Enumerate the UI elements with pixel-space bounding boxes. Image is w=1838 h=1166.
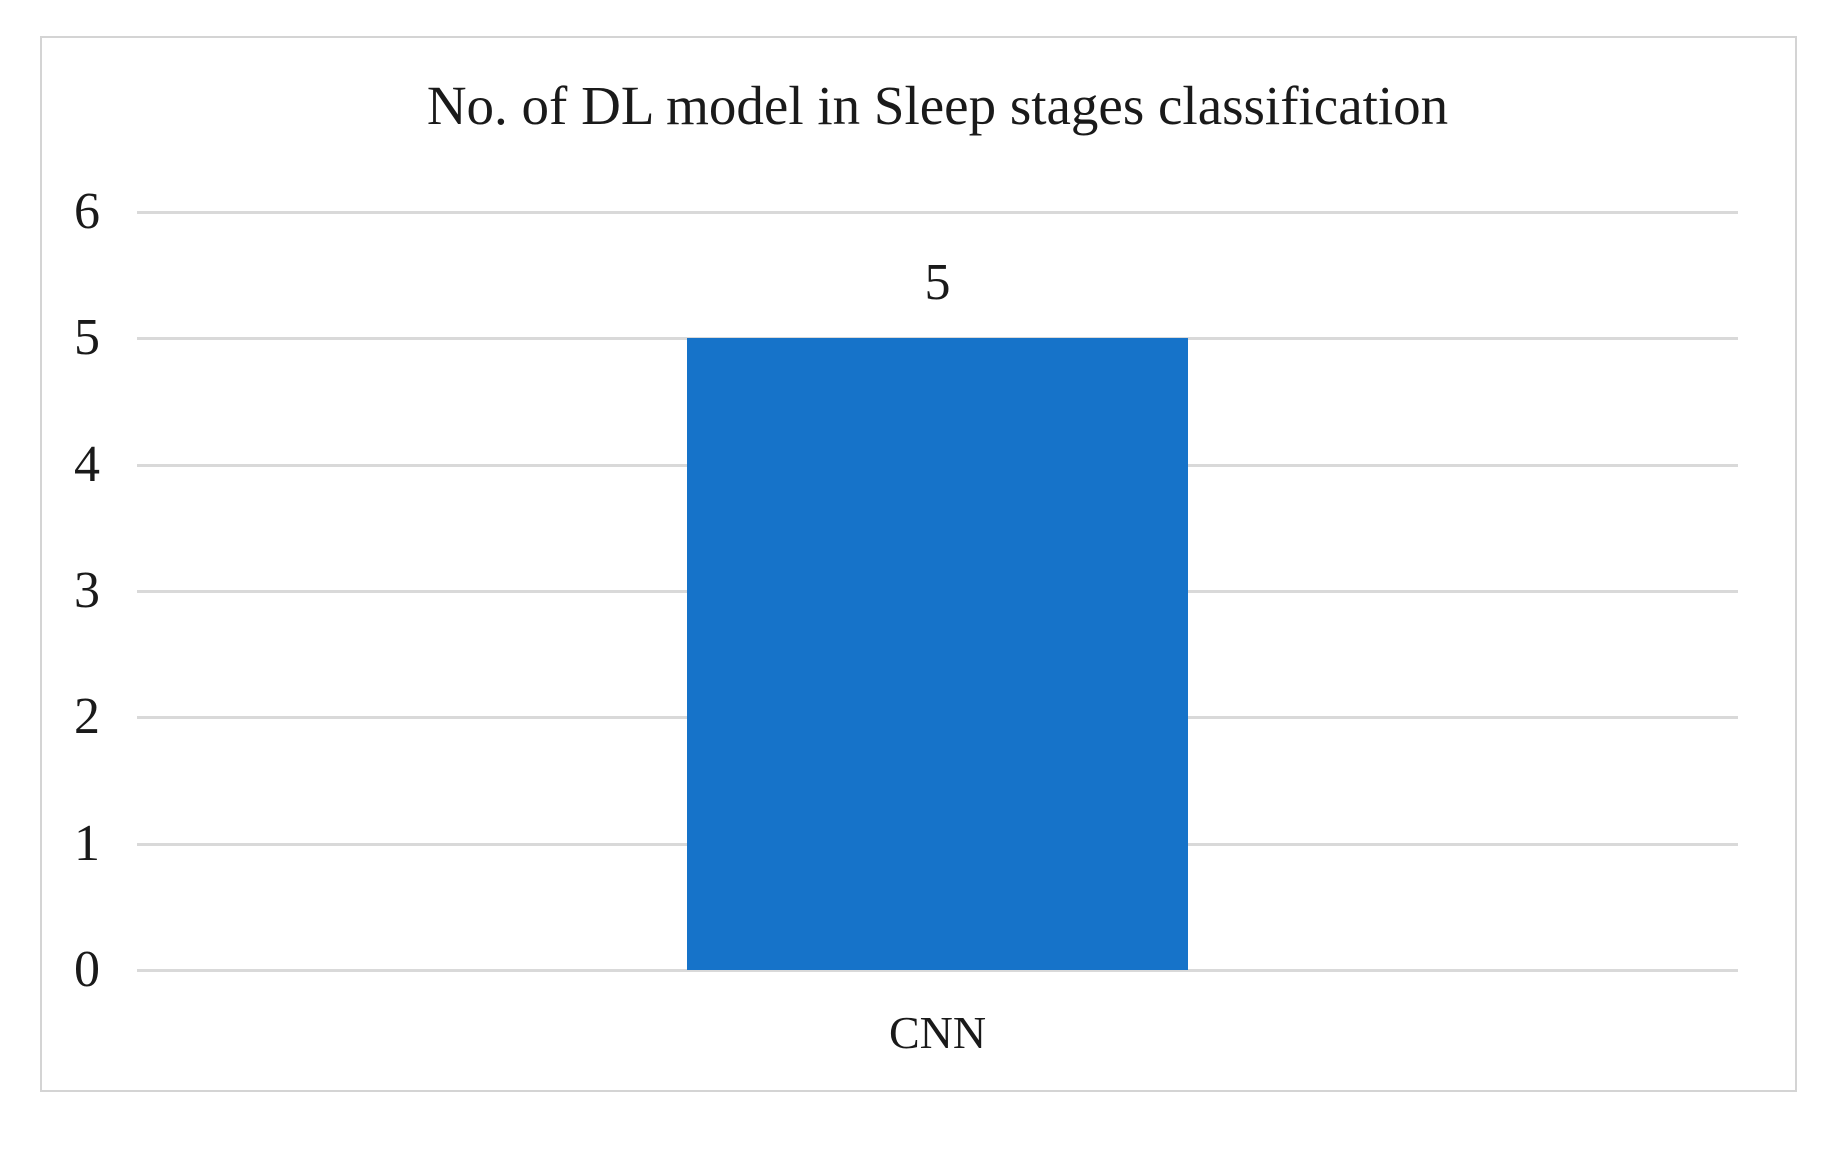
gridline xyxy=(137,211,1738,214)
x-category-label: CNN xyxy=(888,1007,987,1058)
chart-title: No. of DL model in Sleep stages classifi… xyxy=(426,75,1449,136)
bar-value-label: 5 xyxy=(924,254,951,312)
y-tick-label: 5 xyxy=(74,309,100,367)
y-tick-label: 0 xyxy=(74,941,100,998)
gridline xyxy=(137,969,1738,972)
y-tick-label: 3 xyxy=(74,562,100,619)
y-tick-label: 6 xyxy=(74,183,100,240)
bar-cnn xyxy=(686,338,1189,970)
y-tick-label: 1 xyxy=(74,814,100,872)
y-tick-label: 2 xyxy=(74,688,100,746)
y-tick-label: 4 xyxy=(74,435,100,493)
